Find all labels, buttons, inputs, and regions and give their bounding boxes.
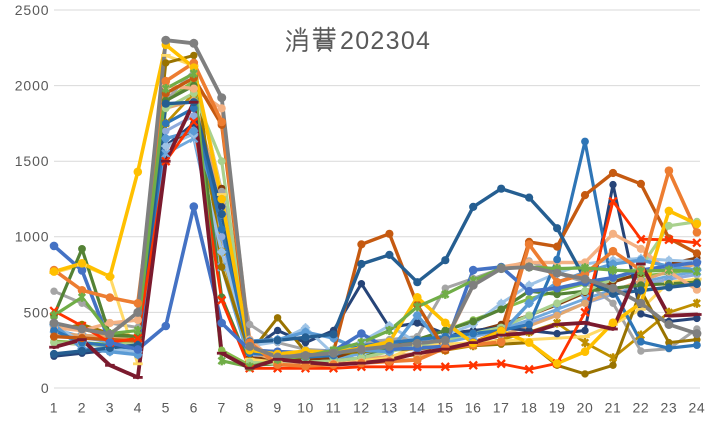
svg-text:4: 4 <box>134 400 142 416</box>
svg-text:17: 17 <box>493 400 510 416</box>
svg-text:10: 10 <box>297 400 314 416</box>
svg-text:9: 9 <box>273 400 281 416</box>
svg-text:15: 15 <box>437 400 454 416</box>
svg-text:22: 22 <box>633 400 650 416</box>
svg-text:12: 12 <box>353 400 370 416</box>
svg-text:2000: 2000 <box>15 78 50 94</box>
svg-text:20: 20 <box>577 400 594 416</box>
svg-text:2: 2 <box>78 400 86 416</box>
svg-text:3: 3 <box>106 400 114 416</box>
svg-text:202304: 202304 <box>340 27 431 55</box>
svg-text:19: 19 <box>549 400 566 416</box>
svg-text:21: 21 <box>605 400 622 416</box>
svg-text:14: 14 <box>409 400 426 416</box>
svg-text:18: 18 <box>521 400 538 416</box>
svg-text:5: 5 <box>162 400 170 416</box>
svg-text:16: 16 <box>465 400 482 416</box>
svg-text:13: 13 <box>381 400 398 416</box>
svg-text:0: 0 <box>41 380 50 396</box>
svg-text:7: 7 <box>218 400 226 416</box>
svg-text:8: 8 <box>246 400 254 416</box>
svg-text:1000: 1000 <box>15 229 50 245</box>
svg-text:500: 500 <box>23 304 49 320</box>
svg-text:11: 11 <box>326 400 342 416</box>
svg-text:23: 23 <box>661 400 678 416</box>
svg-text:6: 6 <box>190 400 198 416</box>
svg-text:1500: 1500 <box>15 153 50 169</box>
svg-text:2500: 2500 <box>15 2 50 18</box>
svg-text:24: 24 <box>689 400 706 416</box>
svg-text:1: 1 <box>50 400 58 416</box>
